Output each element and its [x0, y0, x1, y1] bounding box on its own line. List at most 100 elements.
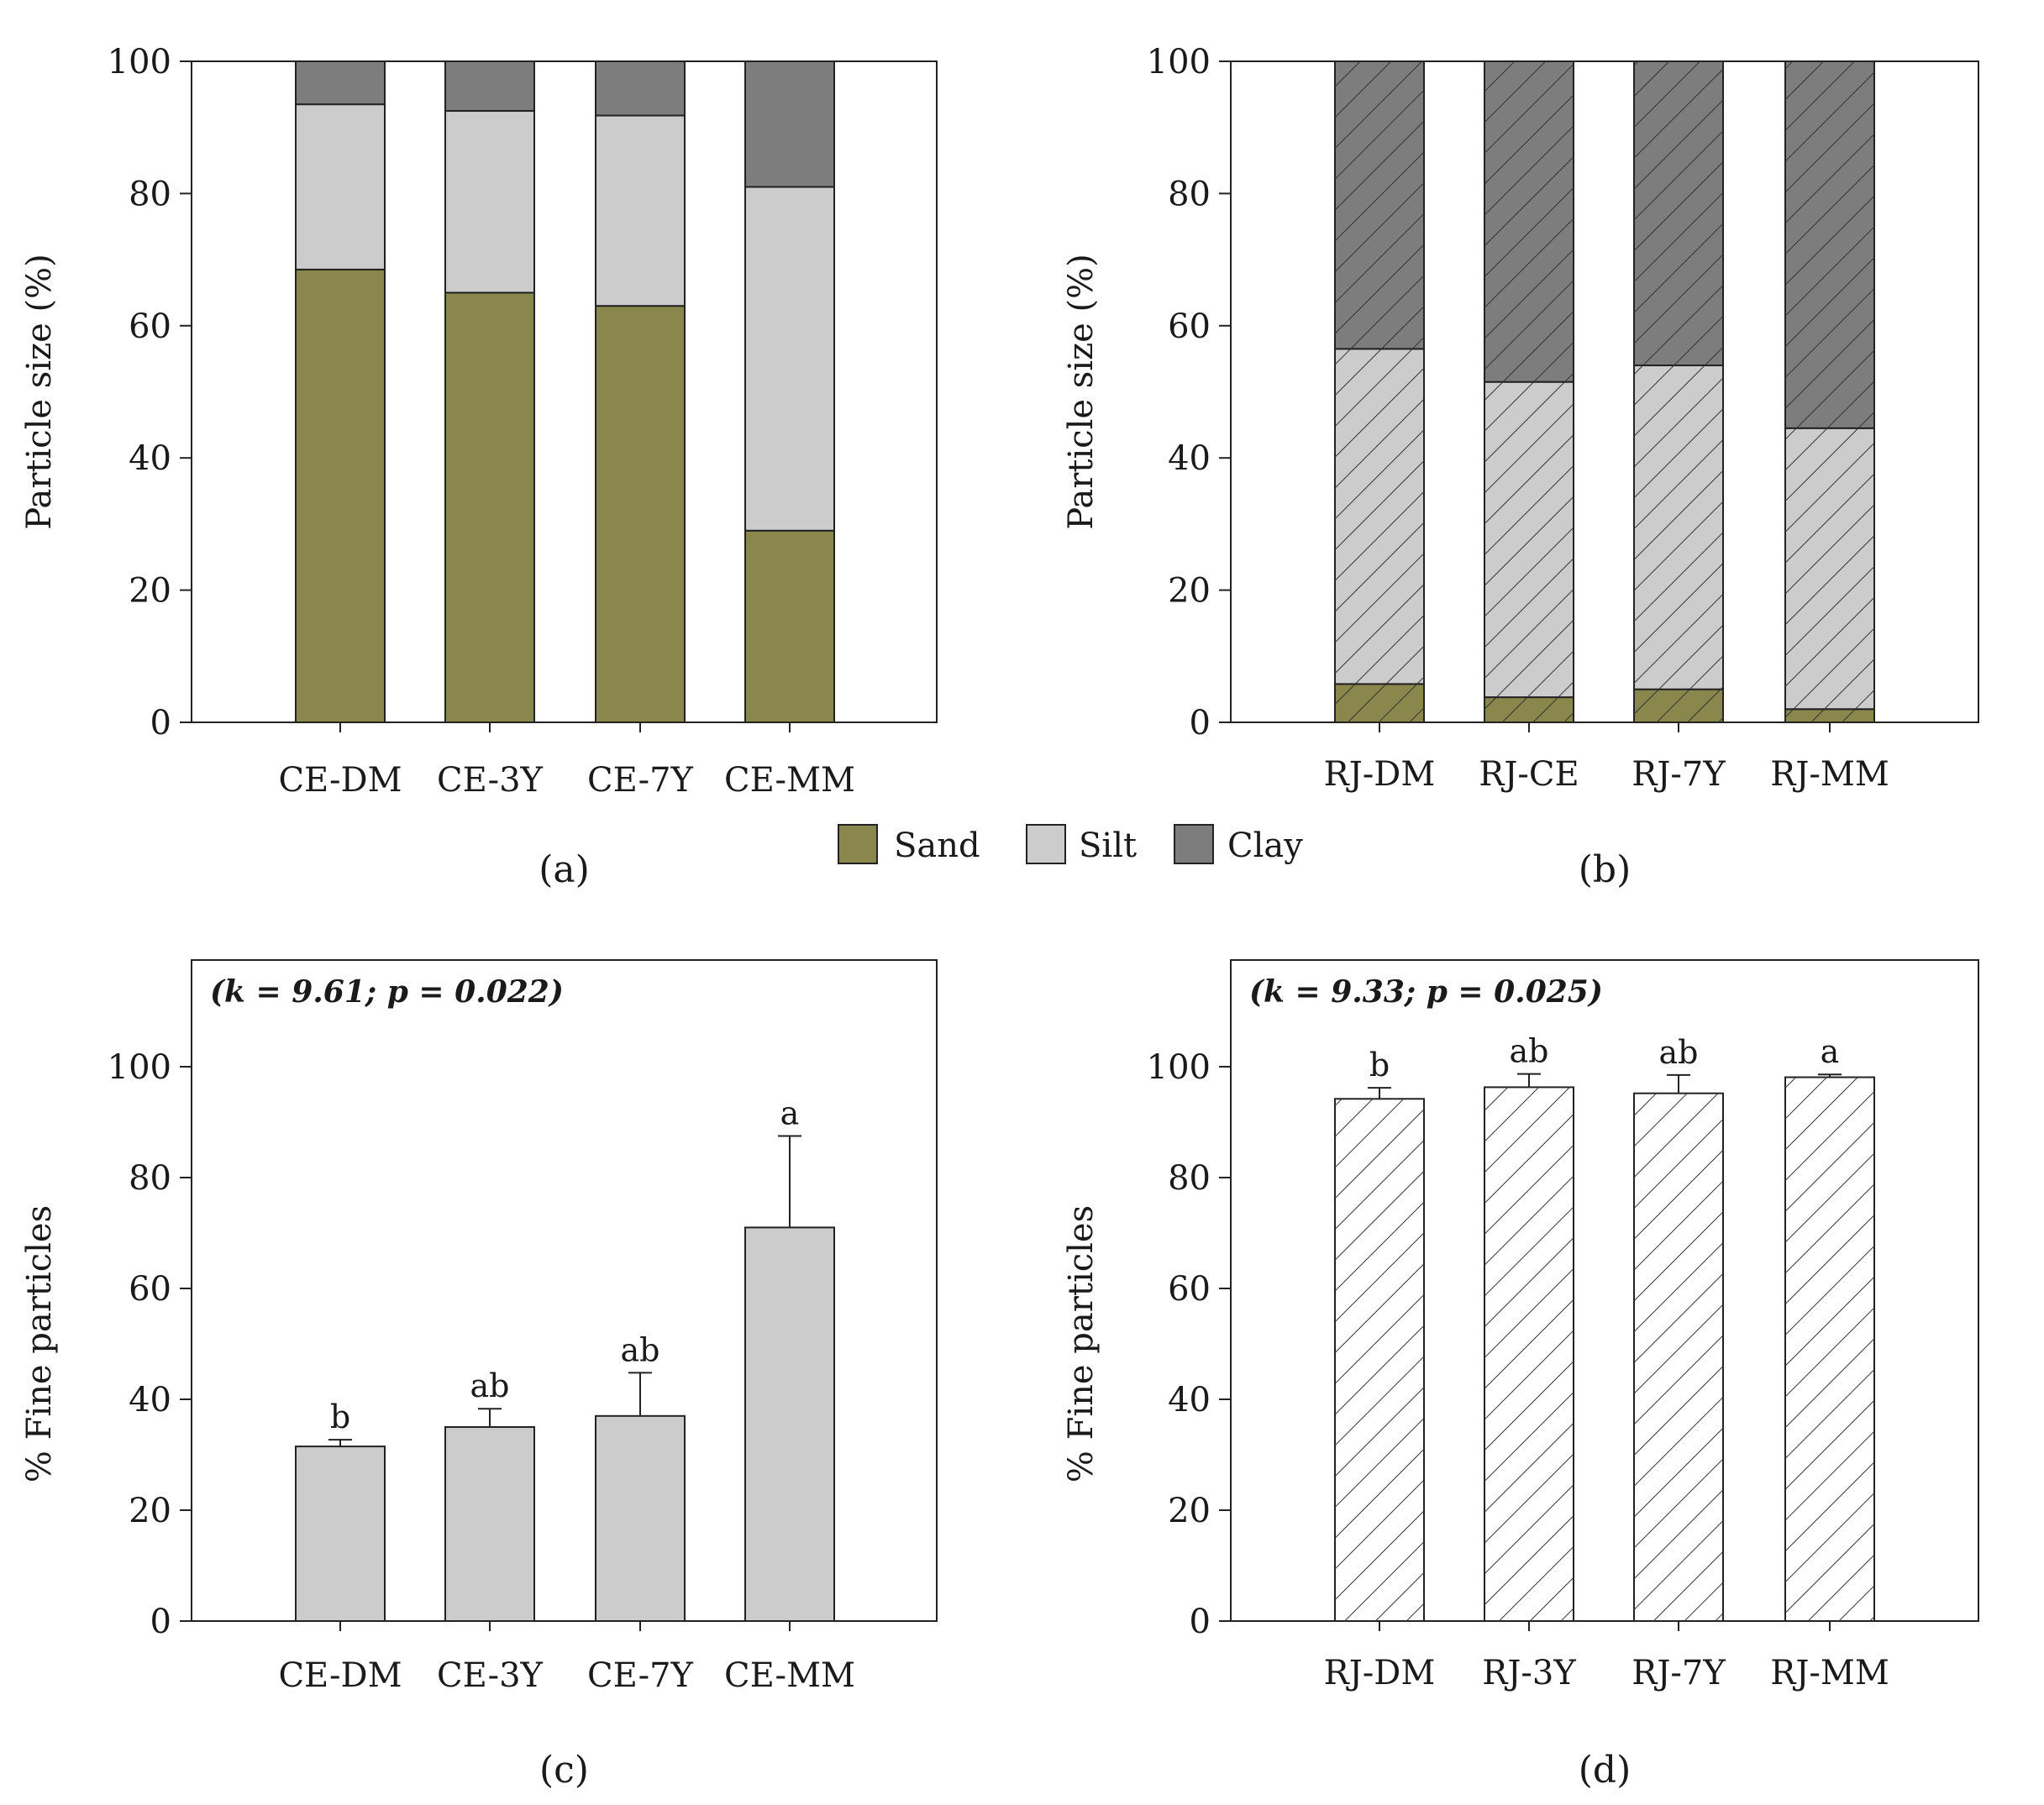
x-category-label: RJ-DM: [1324, 1654, 1436, 1692]
x-category-label: CE-DM: [278, 761, 402, 800]
legend: Sand Silt Clay: [838, 824, 1303, 865]
x-category-label: RJ-DM: [1324, 755, 1436, 794]
bar-hatch: [1785, 709, 1874, 722]
plot-frame: [1230, 60, 1979, 723]
x-category-label: RJ-MM: [1770, 755, 1889, 794]
bar: [595, 1414, 686, 1623]
bar-hatch: [1484, 697, 1574, 722]
y-tick-label: 80: [129, 175, 171, 213]
bar-segment-clay: [444, 60, 535, 113]
bar: [444, 1426, 535, 1622]
bar-hatch: [1335, 1099, 1424, 1621]
bar-segment-sand: [744, 529, 835, 724]
bar-hatch: [1335, 684, 1424, 722]
legend-swatch-clay: [1174, 824, 1214, 864]
y-axis-label: % Fine particles: [1062, 1205, 1101, 1482]
bar-segment-clay: [295, 60, 386, 106]
y-tick-label: 0: [150, 704, 171, 742]
panel-b: 0 20 40 60 80 100 Particle size (%) RJ-DM RJ-CE R…: [1062, 43, 1979, 891]
bar: [295, 1446, 386, 1622]
legend-swatch-sand: [838, 824, 878, 864]
y-tick-label: 60: [129, 1270, 171, 1309]
plot-frame: [191, 959, 938, 1622]
y-tick-label: 40: [1168, 1381, 1211, 1419]
bar-hatch: [1785, 1077, 1874, 1621]
x-category-label: CE-MM: [724, 1656, 855, 1695]
bar-segment-silt: [444, 110, 535, 294]
bar-segment-clay: [744, 60, 835, 188]
bar-hatch: [1785, 428, 1874, 710]
bar-hatch: [1785, 61, 1874, 428]
x-category-label: CE-7Y: [587, 1656, 694, 1695]
x-category-label: CE-3Y: [437, 761, 544, 800]
bar-hatch: [1335, 349, 1424, 685]
significance-label: a: [780, 1095, 800, 1132]
x-category-label: RJ-7Y: [1632, 1654, 1726, 1692]
y-tick-label: 20: [1168, 1492, 1211, 1530]
y-tick-label: 80: [1168, 175, 1211, 213]
bar-hatch: [1484, 1087, 1574, 1621]
significance-label: b: [1369, 1047, 1390, 1084]
panel-label: (a): [539, 848, 590, 891]
x-category-label: CE-DM: [278, 1656, 402, 1695]
x-category-label: RJ-CE: [1479, 755, 1579, 794]
significance-label: b: [330, 1398, 350, 1435]
x-category-label: RJ-MM: [1770, 1654, 1889, 1692]
y-tick-label: 60: [1168, 1270, 1211, 1309]
panel-c: 0 20 40 60 80 100 % Fine particles CE-DM CE-3Y CE…: [20, 959, 938, 1792]
significance-label: ab: [1510, 1033, 1549, 1070]
y-tick-label: 0: [1190, 704, 1211, 742]
y-tick-label: 100: [1147, 43, 1211, 81]
bar: [744, 1226, 835, 1623]
stats-annotation: (k = 9.33; p = 0.025): [1249, 974, 1603, 1010]
y-tick-label: 100: [108, 43, 171, 81]
plot-frame: [1230, 959, 1979, 1622]
bar-hatch: [1484, 381, 1574, 698]
plot-frame: [191, 60, 938, 723]
y-tick-label: 40: [129, 439, 171, 478]
bar-segment-silt: [295, 103, 386, 270]
x-category-label: RJ-7Y: [1632, 755, 1726, 794]
y-axis-label: Particle size (%): [20, 254, 59, 530]
panel-d: 0 20 40 60 80 100 % Fine particles RJ-DM RJ-3Y RJ…: [1062, 959, 1979, 1792]
y-tick-label: 0: [150, 1603, 171, 1641]
y-tick-label: 0: [1190, 1603, 1211, 1641]
panel-a: 0 20 40 60 80 100 Particle size (%) CE-DM CE-3Y C…: [20, 43, 938, 891]
legend-label-sand: Sand: [894, 826, 980, 865]
x-category-label: CE-MM: [724, 761, 855, 800]
stats-annotation: (k = 9.61; p = 0.022): [210, 974, 564, 1010]
panel-label: (c): [539, 1749, 589, 1792]
x-category-label: RJ-3Y: [1482, 1654, 1576, 1692]
bar-hatch: [1634, 689, 1723, 722]
y-tick-label: 60: [129, 307, 171, 346]
y-tick-label: 20: [1168, 572, 1211, 611]
y-tick-label: 20: [129, 1492, 171, 1530]
bar-hatch: [1634, 365, 1723, 690]
y-tick-label: 40: [129, 1381, 171, 1419]
bar-segment-sand: [295, 268, 386, 723]
y-tick-label: 20: [129, 572, 171, 611]
bar-hatch: [1634, 61, 1723, 366]
panel-label: (b): [1579, 848, 1632, 891]
x-category-label: CE-7Y: [587, 761, 694, 800]
y-tick-label: 80: [129, 1159, 171, 1198]
bar-segment-sand: [595, 305, 686, 723]
bar-segment-clay: [595, 60, 686, 117]
x-category-label: CE-3Y: [437, 1656, 544, 1695]
y-axis-label: % Fine particles: [20, 1205, 59, 1482]
significance-label: ab: [470, 1367, 510, 1404]
legend-label-clay: Clay: [1227, 826, 1303, 865]
bar-segment-sand: [444, 291, 535, 723]
bar-segment-silt: [595, 114, 686, 307]
significance-label: ab: [1659, 1034, 1699, 1071]
legend-swatch-silt: [1026, 824, 1066, 864]
panel-label: (d): [1579, 1749, 1632, 1792]
significance-label: a: [1821, 1033, 1840, 1070]
y-tick-label: 40: [1168, 439, 1211, 478]
y-tick-label: 100: [108, 1048, 171, 1087]
bar-hatch: [1634, 1093, 1723, 1621]
legend-label-silt: Silt: [1079, 826, 1137, 865]
significance-label: ab: [621, 1331, 660, 1368]
bar-segment-silt: [744, 186, 835, 532]
